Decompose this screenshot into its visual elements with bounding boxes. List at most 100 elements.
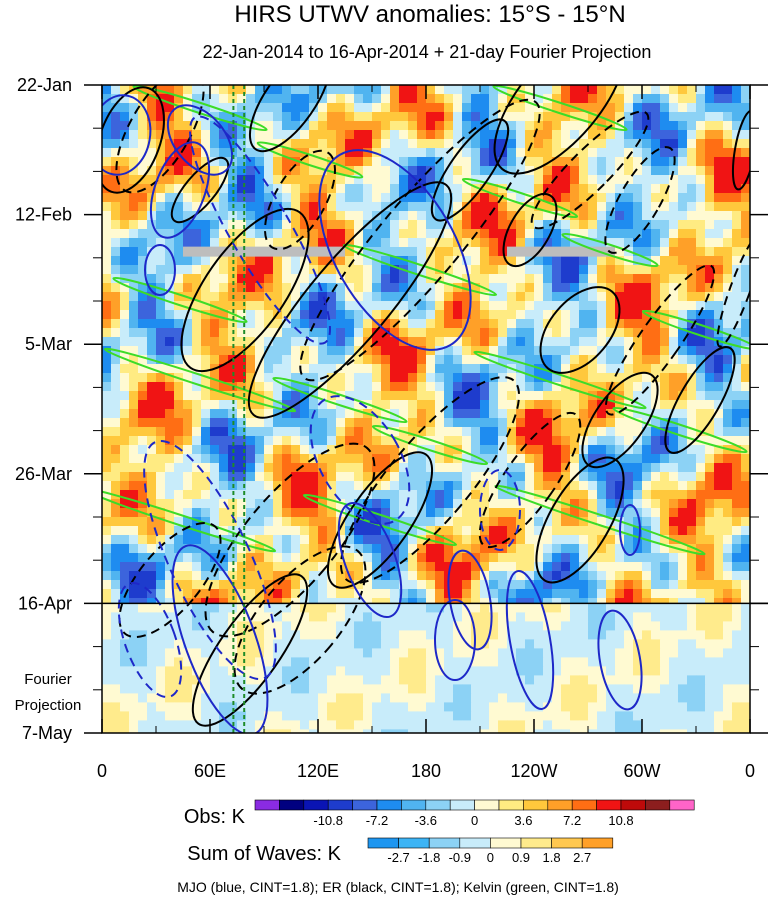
obs-cell bbox=[660, 112, 670, 122]
obs-cell bbox=[345, 364, 355, 374]
obs-cell bbox=[390, 481, 400, 491]
projection-cell bbox=[696, 639, 706, 649]
obs-cell bbox=[336, 454, 346, 464]
projection-cell bbox=[183, 603, 193, 613]
projection-cell bbox=[372, 630, 382, 640]
projection-cell bbox=[669, 693, 679, 703]
obs-cell bbox=[147, 229, 157, 239]
obs-cell bbox=[543, 463, 553, 473]
obs-cell bbox=[453, 301, 463, 311]
obs-cell bbox=[552, 193, 562, 203]
obs-cell bbox=[381, 346, 391, 356]
obs-cell bbox=[642, 184, 652, 194]
projection-cell bbox=[264, 630, 274, 640]
obs-cell bbox=[633, 229, 643, 239]
obs-cell bbox=[642, 193, 652, 203]
obs-cell bbox=[471, 517, 481, 527]
obs-cell bbox=[318, 427, 328, 437]
obs-cell bbox=[408, 337, 418, 347]
obs-cell bbox=[417, 445, 427, 455]
projection-cell bbox=[327, 684, 337, 694]
obs-cell bbox=[687, 481, 697, 491]
obs-cell bbox=[399, 166, 409, 176]
obs-cell bbox=[444, 409, 454, 419]
projection-cell bbox=[309, 603, 319, 613]
obs-cell bbox=[138, 193, 148, 203]
obs-cell bbox=[714, 472, 724, 482]
obs-cell bbox=[624, 103, 634, 113]
obs-cell bbox=[597, 508, 607, 518]
obs-cell bbox=[660, 274, 670, 284]
projection-cell bbox=[570, 639, 580, 649]
obs-cell bbox=[552, 571, 562, 581]
projection-cell bbox=[579, 612, 589, 622]
obs-cell bbox=[255, 454, 265, 464]
obs-cell bbox=[417, 409, 427, 419]
projection-cell bbox=[570, 612, 580, 622]
obs-cell bbox=[345, 391, 355, 401]
obs-cell bbox=[129, 130, 139, 140]
obs-cell bbox=[696, 553, 706, 563]
projection-cell bbox=[210, 648, 220, 658]
obs-cell bbox=[660, 409, 670, 419]
projection-cell bbox=[264, 675, 274, 685]
obs-cell bbox=[480, 139, 490, 149]
obs-cell bbox=[426, 355, 436, 365]
projection-cell bbox=[102, 639, 112, 649]
projection-cell bbox=[426, 657, 436, 667]
obs-cell bbox=[534, 436, 544, 446]
obs-cell bbox=[327, 427, 337, 437]
obs-cell bbox=[723, 283, 733, 293]
obs-cell bbox=[201, 139, 211, 149]
obs-cell bbox=[741, 508, 750, 518]
obs-cell bbox=[714, 355, 724, 365]
projection-cell bbox=[561, 693, 571, 703]
obs-cell bbox=[345, 481, 355, 491]
obs-cell bbox=[165, 400, 175, 410]
obs-cell bbox=[453, 544, 463, 554]
obs-cell bbox=[300, 139, 310, 149]
obs-cell bbox=[111, 166, 121, 176]
obs-cell bbox=[588, 427, 598, 437]
projection-cell bbox=[453, 684, 463, 694]
obs-cell bbox=[705, 94, 715, 104]
obs-cell bbox=[588, 220, 598, 230]
projection-cell bbox=[741, 621, 750, 631]
projection-cell bbox=[336, 675, 346, 685]
obs-cell bbox=[237, 130, 247, 140]
obs-cell bbox=[219, 346, 229, 356]
obs-cell bbox=[246, 418, 256, 428]
obs-cell bbox=[453, 94, 463, 104]
obs-cell bbox=[615, 481, 625, 491]
projection-cell bbox=[201, 675, 211, 685]
obs-cell bbox=[588, 535, 598, 545]
obs-cell bbox=[156, 184, 166, 194]
obs-cell bbox=[678, 130, 688, 140]
obs-cell bbox=[705, 580, 715, 590]
obs-cell bbox=[642, 544, 652, 554]
obs-cell bbox=[489, 229, 499, 239]
obs-cell bbox=[345, 166, 355, 176]
obs-cell bbox=[264, 166, 274, 176]
obs-cell bbox=[453, 337, 463, 347]
obs-cell bbox=[309, 274, 319, 284]
obs-cell bbox=[147, 346, 157, 356]
projection-cell bbox=[417, 693, 427, 703]
obs-cell bbox=[390, 445, 400, 455]
obs-cell bbox=[336, 526, 346, 536]
obs-cell bbox=[111, 148, 121, 158]
projection-cell bbox=[381, 621, 391, 631]
obs-cell bbox=[453, 175, 463, 185]
obs-cell bbox=[129, 265, 139, 275]
obs-cell bbox=[363, 328, 373, 338]
projection-cell bbox=[381, 639, 391, 649]
obs-cell bbox=[111, 292, 121, 302]
obs-cell bbox=[669, 283, 679, 293]
obs-cell bbox=[417, 418, 427, 428]
obs-cell bbox=[336, 463, 346, 473]
obs-cell bbox=[606, 229, 616, 239]
obs-cell bbox=[291, 373, 301, 383]
obs-cell bbox=[714, 175, 724, 185]
obs-cell bbox=[165, 220, 175, 230]
obs-cell bbox=[516, 175, 526, 185]
